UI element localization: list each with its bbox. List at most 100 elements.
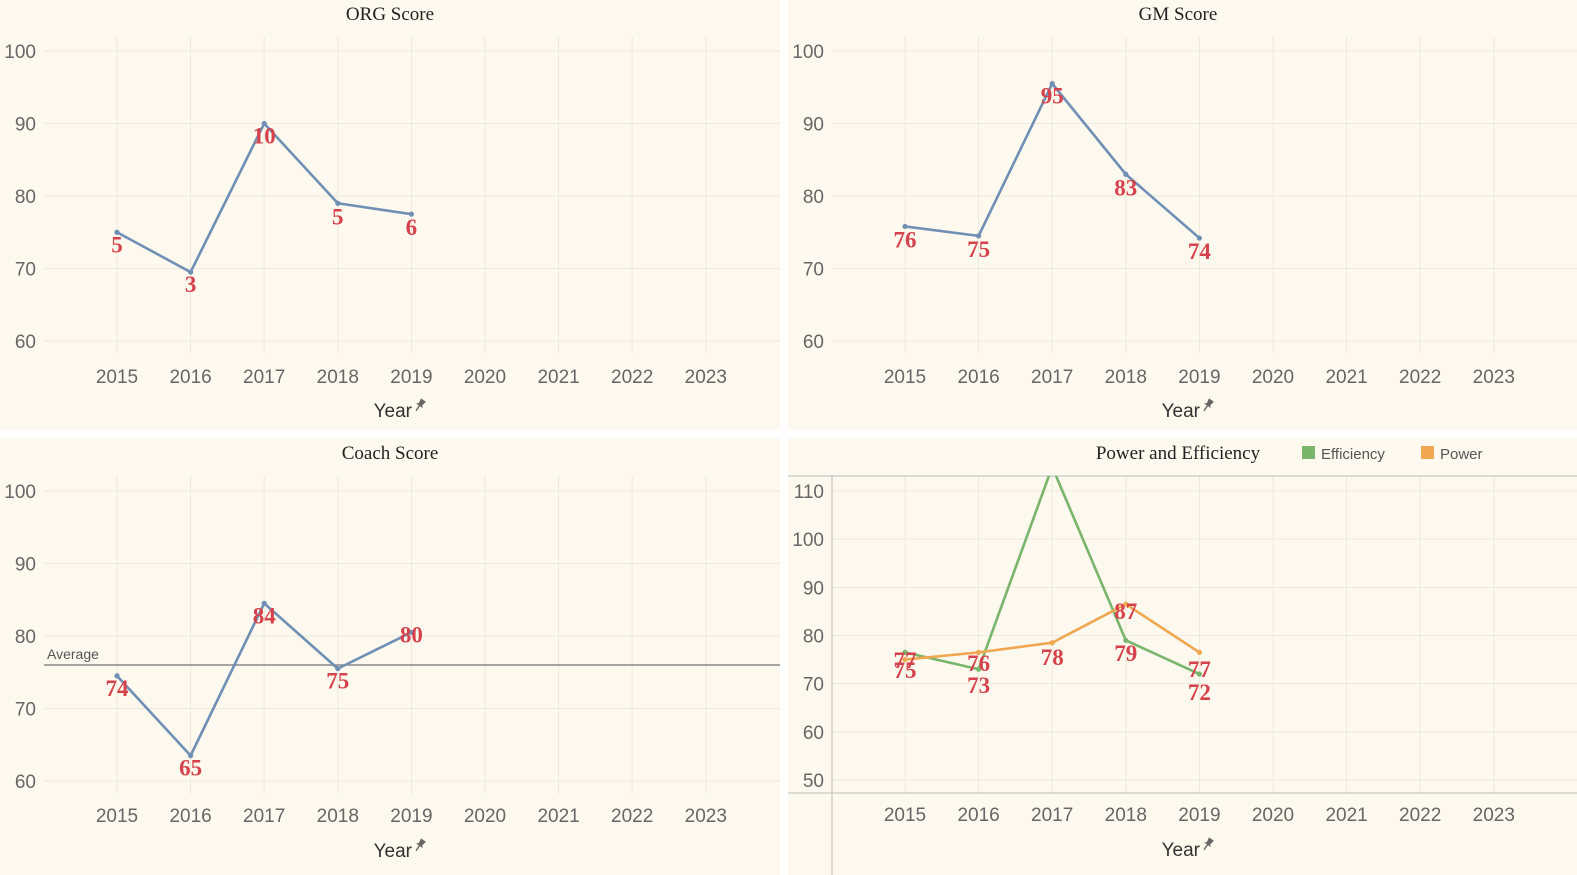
gm-y-tick-label: 60 (803, 332, 824, 353)
coach-y-tick-label: 90 (15, 555, 36, 576)
gm-data-label: 95 (1041, 84, 1064, 109)
coach-x-tick-label: 2019 (390, 806, 432, 827)
org-series-point (114, 229, 120, 235)
efficiency-data-label: 79 (1114, 641, 1137, 666)
gm-x-tick-label: 2019 (1178, 367, 1220, 388)
coach-data-label: 74 (106, 676, 130, 701)
efficiency-data-label: 72 (1188, 680, 1211, 705)
gm-series-point (1123, 171, 1129, 177)
gm-y-tick-label: 70 (803, 260, 824, 281)
power-efficiency-panel: 50 60 70 80 90 100 110 2015 2016 2017 2018 2019 2020… (788, 438, 1577, 875)
pe-chart-title: Power and Efficiency (1096, 443, 1261, 464)
coach-x-tick-label: 2017 (243, 806, 285, 827)
efficiency-series-point (1050, 464, 1055, 469)
coach-y-tick-label: 70 (15, 700, 36, 721)
pe-x-tick-label: 2016 (957, 805, 999, 826)
coach-series-point (188, 753, 194, 759)
pe-x-tick-label: 2023 (1473, 805, 1515, 826)
coach-x-tick-label: 2022 (611, 806, 653, 827)
coach-x-tick-label: 2023 (685, 806, 727, 827)
gm-x-tick-label: 2021 (1325, 367, 1367, 388)
org-y-tick-label: 70 (15, 260, 36, 281)
gm-y-tick-label: 80 (803, 187, 824, 208)
efficiency-data-label: 73 (967, 673, 990, 698)
org-plot-area (44, 37, 780, 353)
coach-series-point (114, 673, 120, 679)
gm-x-tick-label: 2020 (1252, 367, 1294, 388)
pe-chart-svg: 50 60 70 80 90 100 110 2015 2016 2017 2018 2019 2020… (788, 443, 1577, 875)
coach-x-tick-label: 2015 (96, 806, 138, 827)
pin-icon (1203, 398, 1214, 412)
org-x-tick-label: 2016 (169, 367, 211, 388)
efficiency-series-point (1123, 637, 1129, 643)
efficiency-data-label: 75 (894, 658, 917, 683)
pe-y-tick-label: 110 (794, 482, 824, 503)
power-series-point (902, 656, 908, 663)
coach-x-tick-label: 2016 (169, 806, 211, 827)
average-label: Average (47, 646, 99, 662)
power-data-label: 76 (967, 651, 990, 676)
gm-x-tick-label: 2016 (957, 367, 999, 388)
power-series-point (1123, 601, 1129, 607)
power-data-label: 77 (1188, 657, 1211, 682)
org-chart-svg: 60 70 80 90 100 2015 2016 2017 2018 2019 2020 2021 2… (4, 4, 780, 422)
pe-y-tick-label: 60 (803, 723, 824, 744)
gm-data-label: 83 (1114, 175, 1137, 200)
gm-x-tick-label: 2022 (1399, 367, 1441, 388)
coach-y-tick-label: 80 (15, 627, 36, 648)
org-series-point (335, 200, 341, 206)
power-data-label: 77 (894, 648, 917, 673)
gm-data-label: 74 (1188, 239, 1212, 264)
org-data-label: 6 (406, 215, 418, 240)
org-y-tick-label: 80 (15, 187, 36, 208)
coach-y-tick-label: 60 (15, 772, 36, 793)
org-y-tick-label: 60 (15, 332, 36, 353)
coach-y-tick-label: 100 (4, 482, 36, 503)
pe-y-tick-label: 80 (803, 627, 824, 648)
org-x-tick-label: 2017 (243, 367, 285, 388)
org-data-label: 5 (332, 204, 344, 229)
pe-x-tick-label: 2019 (1178, 805, 1220, 826)
pe-y-tick-label: 90 (803, 578, 824, 599)
coach-plot-area (44, 476, 780, 794)
pe-x-tick-label: 2015 (884, 805, 926, 826)
gm-x-axis-title: Year (1162, 401, 1201, 422)
efficiency-series-line (904, 476, 1200, 676)
coach-x-tick-label: 2018 (317, 806, 359, 827)
coach-data-label: 80 (400, 622, 423, 647)
coach-score-panel: 60 70 80 90 100 2015 2016 2017 2018 2019 2020 2021 2… (0, 438, 780, 875)
gm-series-point (976, 233, 982, 239)
gm-y-tick-label: 90 (803, 115, 824, 136)
gm-score-panel: 60 70 80 90 100 2015 2016 2017 2018 2019 2020 2021 2… (788, 0, 1577, 430)
org-y-tick-label: 100 (4, 42, 36, 63)
coach-series-point (408, 629, 414, 635)
org-data-label: 5 (111, 232, 123, 257)
power-data-label: 87 (1114, 599, 1137, 624)
pe-y-tick-label: 100 (792, 530, 824, 551)
org-x-tick-label: 2020 (464, 367, 506, 388)
org-x-tick-label: 2021 (537, 367, 579, 388)
gm-chart-title: GM Score (1139, 4, 1218, 25)
org-data-label: 10 (253, 124, 276, 149)
legend-label-efficiency: Efficiency (1321, 446, 1385, 463)
coach-chart-svg: 60 70 80 90 100 2015 2016 2017 2018 2019 2020 2021 2… (4, 443, 780, 862)
org-series-point (188, 269, 194, 275)
coach-chart-title: Coach Score (342, 443, 439, 464)
gm-x-tick-label: 2023 (1473, 367, 1515, 388)
pe-x-tick-label: 2017 (1031, 805, 1073, 826)
gm-series-point (902, 223, 908, 230)
pin-icon (1203, 837, 1214, 851)
coach-x-axis-title: Year (374, 841, 413, 862)
gm-y-tick-label: 100 (792, 42, 824, 63)
coach-series-point (261, 600, 267, 606)
org-y-tick-label: 90 (15, 115, 36, 136)
pin-icon (415, 398, 426, 412)
gm-data-label: 76 (894, 227, 917, 252)
gm-x-tick-label: 2018 (1105, 367, 1147, 388)
coach-data-label: 84 (253, 603, 277, 628)
gm-data-label: 75 (967, 237, 990, 262)
pin-icon (415, 838, 426, 852)
org-series-point (408, 211, 414, 217)
org-x-tick-label: 2023 (685, 367, 727, 388)
power-series-point (1049, 640, 1055, 646)
